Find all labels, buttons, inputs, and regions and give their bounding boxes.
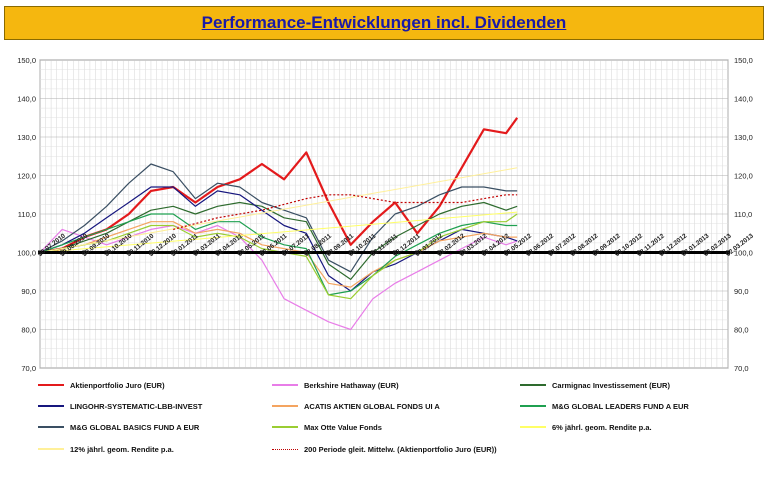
baseline-marker — [215, 250, 220, 255]
legend-label: ACATIS AKTIEN GLOBAL FONDS UI A — [304, 401, 440, 411]
baseline-marker — [659, 250, 664, 255]
legend-label: 12% jährl. geom. Rendite p.a. — [70, 444, 174, 454]
title-banner: Performance-Entwicklungen incl. Dividend… — [4, 6, 764, 40]
series-line-4 — [39, 186, 518, 292]
legend-swatch — [38, 448, 64, 450]
legend-swatch — [520, 405, 546, 407]
legend-item: Aktienportfolio Juro (EUR) — [38, 379, 165, 391]
legend-swatch — [272, 426, 298, 428]
legend-item: Berkshire Hathaway (EUR) — [272, 379, 399, 391]
baseline-marker — [459, 250, 464, 255]
legend-swatch — [272, 448, 298, 450]
baseline-marker — [370, 250, 375, 255]
baseline-marker — [193, 250, 198, 255]
baseline-marker — [481, 250, 486, 255]
legend-label: Carmignac Investissement (EUR) — [552, 380, 670, 390]
baseline-marker — [82, 250, 87, 255]
legend-item: LINGOHR-SYSTEMATIC-LBB-INVEST — [38, 400, 202, 412]
y-tick-label-right: 120,0 — [734, 172, 753, 181]
legend-swatch — [38, 405, 64, 407]
legend: Aktienportfolio Juro (EUR) Berkshire Hath… — [0, 375, 770, 475]
series-line-5 — [39, 221, 518, 288]
legend-item: 12% jährl. geom. Rendite p.a. — [38, 443, 174, 455]
y-tick-label-right: 100,0 — [734, 249, 753, 258]
chart-area: 150,0 140,0 130,0 120,0 110,0 100,0 90,0 80,0 70… — [17, 56, 755, 373]
y-tick-label-right: 140,0 — [734, 95, 753, 104]
legend-label: M&G GLOBAL LEADERS FUND A EUR — [552, 401, 689, 411]
baseline-marker — [637, 250, 642, 255]
legend-label: M&G GLOBAL BASICS FUND A EUR — [70, 422, 200, 432]
baseline-marker — [393, 250, 398, 255]
y-tick-label-left: 150,0 — [17, 56, 36, 65]
y-tick-label-left: 100,0 — [17, 249, 36, 258]
baseline-marker — [548, 250, 553, 255]
baseline-marker — [348, 250, 353, 255]
legend-item: ACATIS AKTIEN GLOBAL FONDS UI A — [272, 400, 440, 412]
series-line-9 — [39, 211, 518, 253]
baseline-marker — [126, 250, 131, 255]
legend-swatch — [38, 426, 64, 428]
legend-label: Berkshire Hathaway (EUR) — [304, 380, 399, 390]
y-tick-label-right: 130,0 — [734, 133, 753, 142]
legend-swatch — [520, 426, 546, 428]
y-tick-label-left: 130,0 — [17, 133, 36, 142]
legend-swatch — [272, 384, 298, 386]
legend-item: M&G GLOBAL BASICS FUND A EUR — [38, 421, 199, 433]
legend-label: Aktienportfolio Juro (EUR) — [70, 380, 165, 390]
legend-swatch — [272, 405, 298, 407]
y-tick-label-left: 80,0 — [21, 326, 36, 335]
baseline-marker — [104, 250, 109, 255]
baseline-marker — [437, 250, 442, 255]
y-tick-label-left: 110,0 — [18, 210, 36, 219]
baseline-marker — [570, 250, 575, 255]
baseline-marker — [282, 250, 287, 255]
baseline-marker — [237, 250, 242, 255]
legend-label: Max Otte Value Fonds — [304, 422, 382, 432]
y-tick-label-left: 140,0 — [17, 95, 36, 104]
series-line-3 — [39, 201, 518, 280]
legend-item: 6% jährl. geom. Rendite p.a. — [520, 421, 652, 433]
chart-title: Performance-Entwicklungen incl. Dividend… — [201, 13, 567, 32]
y-tick-label-right: 110,0 — [734, 210, 752, 219]
series-line-2 — [39, 224, 518, 331]
baseline-marker — [592, 250, 597, 255]
legend-label: LINGOHR-SYSTEMATIC-LBB-INVEST — [70, 401, 203, 411]
baseline-marker — [526, 250, 531, 255]
baseline-marker — [326, 250, 331, 255]
y-tick-label-left: 90,0 — [21, 287, 36, 296]
baseline-marker — [60, 250, 65, 255]
baseline-marker — [615, 250, 620, 255]
baseline-marker — [259, 250, 264, 255]
y-tick-label-right: 150,0 — [734, 56, 753, 65]
legend-item: M&G GLOBAL LEADERS FUND A EUR — [520, 400, 689, 412]
baseline-marker — [703, 250, 708, 255]
series-line-1 — [39, 117, 519, 254]
legend-swatch — [520, 384, 546, 386]
legend-item: Carmignac Investissement (EUR) — [520, 379, 670, 391]
legend-label: 200 Periode gleit. Mittelw. (Aktienportf… — [304, 444, 497, 454]
baseline-marker — [171, 250, 176, 255]
legend-swatch — [38, 384, 64, 386]
series-line-6 — [39, 213, 518, 296]
baseline-marker — [726, 250, 730, 255]
y-tick-label-left: 120,0 — [17, 172, 36, 181]
baseline-marker — [304, 250, 309, 255]
legend-item: Max Otte Value Fonds — [272, 421, 382, 433]
legend-item: 200 Periode gleit. Mittelw. (Aktienportf… — [272, 443, 497, 455]
y-tick-label-right: 90,0 — [734, 287, 749, 296]
baseline-marker — [38, 250, 42, 255]
y-tick-label-right: 70,0 — [734, 364, 749, 373]
baseline-marker — [148, 250, 153, 255]
baseline-marker — [681, 250, 686, 255]
series-line-10 — [39, 167, 518, 253]
baseline-marker — [415, 250, 420, 255]
baseline-marker — [504, 250, 509, 255]
y-tick-label-right: 80,0 — [734, 326, 749, 335]
y-tick-label-left: 70,0 — [21, 364, 36, 373]
series-line-7 — [39, 163, 518, 273]
legend-label: 6% jährl. geom. Rendite p.a. — [552, 422, 652, 432]
